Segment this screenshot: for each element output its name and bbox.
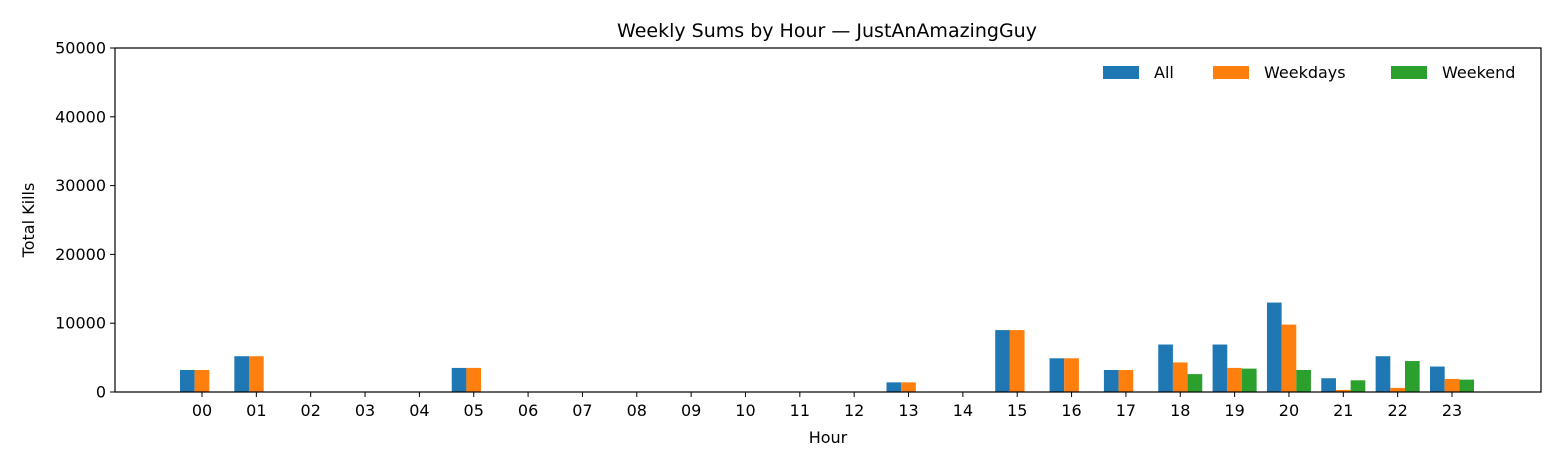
y-axis: 0 10000 20000 30000 40000 50000 xyxy=(55,39,115,402)
bar-weekdays-22 xyxy=(1390,387,1405,392)
bar-weekend-20 xyxy=(1296,369,1311,392)
bar-all-23 xyxy=(1429,366,1445,392)
x-tick-label: 03 xyxy=(355,401,375,420)
y-tick-label: 30000 xyxy=(55,176,106,195)
legend-swatch-weekend xyxy=(1391,66,1427,79)
bar-all-01 xyxy=(234,356,250,392)
x-tick-label: 21 xyxy=(1333,401,1353,420)
bar-all-19 xyxy=(1212,344,1228,392)
x-tick-label: 16 xyxy=(1061,401,1081,420)
bar-weekend-23 xyxy=(1459,379,1475,392)
bar-weekend-22 xyxy=(1404,361,1420,392)
bar-all-17 xyxy=(1103,369,1119,392)
bar-weekdays-21 xyxy=(1335,389,1351,392)
legend-swatch-all xyxy=(1103,66,1139,79)
bar-weekend-19 xyxy=(1241,368,1257,392)
x-tick-label: 07 xyxy=(572,401,592,420)
y-tick-label: 40000 xyxy=(55,107,106,126)
legend-label-all: All xyxy=(1154,63,1174,82)
bar-all-13 xyxy=(886,382,902,392)
y-tick-label: 0 xyxy=(96,383,106,402)
bar-all-18 xyxy=(1158,344,1173,392)
bar-weekdays-20 xyxy=(1281,324,1297,392)
bar-all-15 xyxy=(995,330,1010,392)
x-tick-label: 06 xyxy=(518,401,538,420)
x-tick-label: 00 xyxy=(192,401,212,420)
bar-weekdays-16 xyxy=(1064,358,1079,392)
x-tick-label: 23 xyxy=(1442,401,1462,420)
x-tick-label: 18 xyxy=(1170,401,1190,420)
bar-all-21 xyxy=(1321,378,1336,392)
x-tick-label: 20 xyxy=(1279,401,1299,420)
plot-area xyxy=(179,302,1475,392)
bar-all-05 xyxy=(451,367,467,392)
bar-weekend-18 xyxy=(1187,374,1203,392)
x-axis: 00 01 02 03 04 05 06 07 08 09 10 11 12 13 14 15 16 17 18 19… xyxy=(192,392,1462,420)
x-tick-label: 12 xyxy=(844,401,864,420)
x-tick-label: 05 xyxy=(464,401,484,420)
bar-weekdays-13 xyxy=(901,382,916,392)
bar-all-20 xyxy=(1266,302,1282,392)
bar-weekdays-23 xyxy=(1444,378,1460,392)
legend-label-weekdays: Weekdays xyxy=(1264,63,1346,82)
x-tick-label: 02 xyxy=(301,401,321,420)
y-axis-label: Total Kills xyxy=(19,183,38,259)
bar-all-22 xyxy=(1375,356,1391,392)
axes-frame xyxy=(114,47,1542,393)
x-tick-label: 15 xyxy=(1007,401,1027,420)
x-tick-label: 04 xyxy=(409,401,429,420)
x-tick-label: 13 xyxy=(898,401,918,420)
y-tick-label: 20000 xyxy=(55,245,106,264)
bar-weekdays-19 xyxy=(1227,367,1242,392)
legend: All Weekdays Weekend xyxy=(1103,63,1515,82)
bar-weekdays-17 xyxy=(1118,369,1134,392)
x-tick-label: 19 xyxy=(1224,401,1244,420)
x-axis-label: Hour xyxy=(809,428,848,447)
chart-title: Weekly Sums by Hour — JustAnAmazingGuy xyxy=(617,20,1037,42)
x-tick-label: 17 xyxy=(1116,401,1136,420)
x-tick-label: 14 xyxy=(953,401,973,420)
x-tick-label: 22 xyxy=(1387,401,1407,420)
bar-weekdays-05 xyxy=(466,367,482,392)
bar-all-00 xyxy=(179,369,195,392)
x-tick-label: 08 xyxy=(627,401,647,420)
bar-weekend-21 xyxy=(1350,380,1366,392)
x-tick-label: 09 xyxy=(681,401,701,420)
legend-swatch-weekdays xyxy=(1213,66,1249,79)
x-tick-label: 11 xyxy=(790,401,810,420)
bar-weekdays-15 xyxy=(1009,330,1025,392)
y-tick-label: 50000 xyxy=(55,39,106,58)
bar-weekdays-00 xyxy=(194,369,210,392)
legend-label-weekend: Weekend xyxy=(1442,63,1515,82)
x-tick-label: 10 xyxy=(735,401,755,420)
bar-weekdays-01 xyxy=(249,356,264,392)
bar-all-16 xyxy=(1049,358,1065,392)
bar-weekdays-18 xyxy=(1172,362,1188,392)
y-tick-label: 10000 xyxy=(55,314,106,333)
x-tick-label: 01 xyxy=(246,401,266,420)
